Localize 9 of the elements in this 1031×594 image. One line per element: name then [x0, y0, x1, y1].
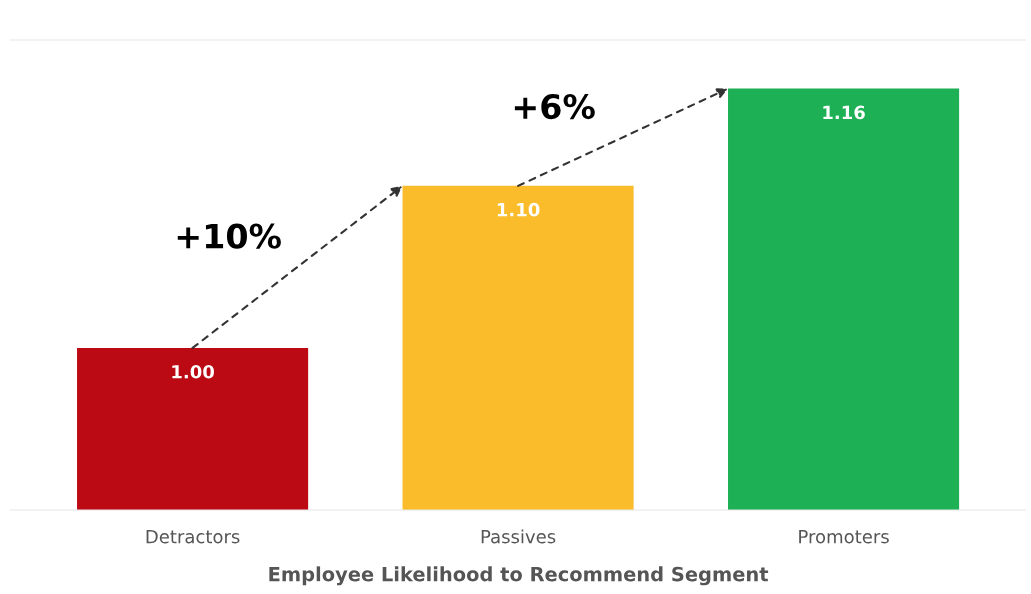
x-axis-title: Employee Likelihood to Recommend Segment [269, 566, 769, 586]
x-tick-label: Passives [481, 529, 556, 544]
data-label: 1.10 [497, 202, 540, 217]
x-tick-label: Promoters [799, 530, 889, 544]
x-tick-label: Detractors [146, 530, 240, 544]
data-label: 1.16 [823, 105, 865, 120]
annotation: +6% [514, 93, 595, 120]
data-label: 1.00 [172, 364, 214, 379]
annotation: +10% [177, 223, 281, 249]
